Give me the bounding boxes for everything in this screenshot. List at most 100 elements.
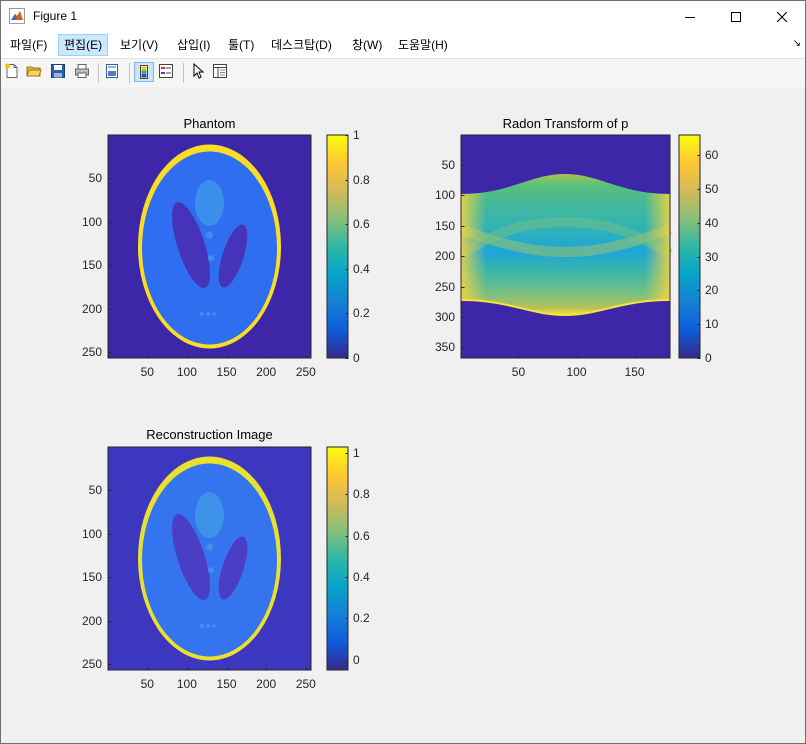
y-tick-label: 300 [434, 309, 455, 324]
colorbar-tick-label: 0 [705, 351, 712, 365]
colorbar-tick-mark [345, 494, 349, 496]
colorbar-tick-mark [697, 155, 701, 157]
menu-overflow-icon[interactable]: ↘ [792, 38, 801, 49]
toolbar-separator [129, 63, 130, 83]
x-tick-label: 100 [176, 365, 197, 379]
reconstruction-image-axes[interactable] [107, 446, 313, 672]
colorbar-tick-label: 0.4 [353, 261, 370, 276]
colorbar-tick-mark [345, 135, 349, 136]
y-tick-label: 200 [81, 613, 102, 628]
y-tick-label: 150 [81, 258, 102, 273]
colorbar-tick-mark [345, 224, 349, 226]
colorbar-tick-mark [345, 618, 349, 620]
colorbar-tick-mark [345, 179, 349, 181]
menu-file[interactable]: 파일(F) [10, 38, 48, 52]
colorbar-tick-label: 40 [705, 215, 719, 230]
phantom-image-axes[interactable] [107, 134, 313, 360]
colorbar-tick-mark [697, 290, 701, 292]
x-tick-label: 150 [624, 365, 645, 379]
x-tick-label: 50 [140, 365, 154, 379]
menu-help[interactable]: 도움말(H) [398, 38, 448, 52]
colorbar-tick-label: 0.6 [353, 217, 370, 232]
title-bar[interactable]: Figure 1 [1, 1, 805, 32]
insert-legend-icon[interactable] [157, 62, 177, 82]
x-tick-label: 100 [566, 365, 587, 379]
open-file-icon[interactable] [25, 62, 45, 82]
colorbar-tick-mark [345, 313, 349, 315]
x-tick-mark [305, 667, 307, 671]
menu-insert[interactable]: 삽입(I) [177, 38, 211, 52]
figure-toolbar [1, 58, 805, 88]
x-tick-mark [576, 355, 578, 359]
colorbar-tick-mark [697, 222, 701, 224]
colorbar-tick-label: 60 [705, 148, 719, 163]
y-tick-mark [108, 265, 112, 267]
save-icon[interactable] [49, 62, 69, 82]
x-tick-label: 50 [511, 365, 526, 379]
print-preview-icon[interactable] [103, 62, 123, 82]
x-tick-label: 200 [256, 365, 277, 379]
reconstruction-title: Reconstruction Image [146, 427, 273, 442]
menu-desktop[interactable]: 데스크탑(D) [271, 38, 332, 52]
close-icon [777, 11, 787, 22]
new-figure-icon[interactable] [3, 62, 23, 82]
x-tick-mark [186, 667, 188, 671]
link-plot-icon[interactable] [134, 62, 154, 82]
colorbar-tick-mark [345, 535, 349, 537]
x-tick-label: 150 [216, 677, 237, 691]
menu-tools[interactable]: 툴(T) [228, 38, 255, 52]
x-tick-label: 50 [140, 677, 154, 691]
colorbar-tick-label: 0 [353, 652, 360, 667]
colorbar-tick-label: 10 [705, 317, 719, 332]
x-tick-label: 200 [256, 677, 277, 691]
colorbar-tick-mark [697, 256, 701, 258]
colorbar-tick-label: 0.8 [353, 172, 370, 187]
x-tick-mark [186, 355, 188, 359]
colorbar-tick-label: 0.8 [353, 487, 370, 502]
x-tick-mark [147, 667, 149, 671]
y-tick-mark [108, 221, 112, 223]
y-tick-mark [108, 620, 112, 622]
print-icon[interactable] [73, 62, 93, 82]
menu-edit[interactable]: 편집(E) [58, 34, 109, 56]
y-tick-mark [108, 178, 112, 180]
y-tick-label: 200 [434, 249, 455, 264]
menu-window[interactable]: 창(W) [352, 38, 383, 52]
colorbar-tick-mark [345, 577, 349, 579]
y-tick-label: 150 [81, 570, 102, 585]
radon-image-axes[interactable] [460, 134, 672, 360]
y-tick-mark [461, 165, 465, 167]
y-tick-label: 100 [81, 214, 102, 229]
matlab-figure-icon [9, 8, 25, 24]
colorbar-tick-label: 50 [705, 182, 719, 197]
x-tick-mark [266, 355, 268, 359]
minimize-button[interactable] [667, 1, 713, 32]
x-tick-mark [226, 667, 228, 671]
colorbar-tick-label: 0.2 [353, 306, 370, 321]
edit-plot-icon[interactable] [189, 62, 209, 82]
colorbar-tick-mark [697, 358, 701, 359]
radon-title: Radon Transform of p [502, 116, 629, 131]
colorbar-tick-label: 0.6 [353, 528, 370, 543]
y-tick-mark [108, 577, 112, 579]
close-button[interactable] [759, 1, 805, 32]
property-inspector-icon[interactable] [211, 62, 231, 82]
x-tick-mark [305, 355, 307, 359]
x-tick-label: 250 [295, 677, 316, 691]
colorbar-tick-mark [345, 453, 349, 455]
reconstruction-colorbar [326, 446, 349, 671]
y-tick-label: 50 [88, 171, 102, 186]
x-tick-mark [226, 355, 228, 359]
menu-bar: 파일(F) 편집(E) 보기(V) 삽입(I) 툴(T) 데스크탑(D) 창(W… [1, 32, 805, 58]
colorbar-tick-label: 0.2 [353, 611, 370, 626]
minimize-icon [685, 16, 695, 18]
y-tick-mark [108, 533, 112, 535]
maximize-button[interactable] [713, 1, 759, 32]
x-tick-mark [634, 355, 636, 359]
menu-view[interactable]: 보기(V) [120, 38, 159, 52]
y-tick-label: 50 [88, 483, 102, 498]
phantom-colorbar [326, 134, 349, 359]
maximize-icon [731, 11, 741, 22]
y-tick-mark [108, 664, 112, 666]
